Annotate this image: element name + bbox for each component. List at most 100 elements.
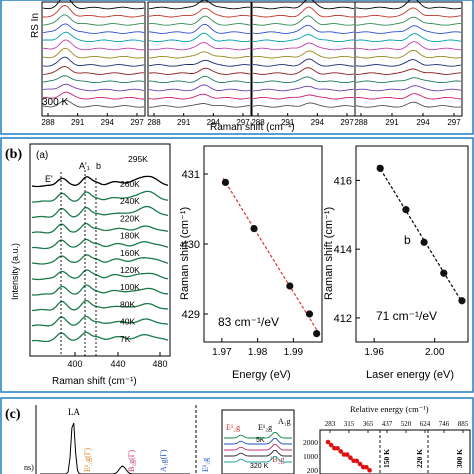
- energy-plot-data-point: [313, 330, 321, 338]
- temperature-label: 180K: [120, 231, 140, 241]
- temperature-spectrum-curve: [31, 205, 169, 219]
- panel-a-spectrum-curve: [42, 47, 145, 59]
- panel-a-spectrum-curve: [252, 24, 355, 34]
- panel-a-xtick-label: 291: [71, 118, 85, 127]
- panel-c-right-top-tick: 315: [344, 420, 355, 428]
- panel-a-spectrum-curve: [252, 67, 355, 75]
- temperature-spectrum-curve: [31, 269, 169, 281]
- panel-c-right-top-tick: 624: [420, 420, 431, 428]
- panel-b-right-annotation: 71 cm⁻¹/eV: [376, 309, 437, 323]
- panel-c-vertical-peak-label: E¹₂g: [201, 458, 210, 472]
- panel-c-right-data-point: [325, 439, 331, 445]
- panel-a-spectrum-curve: [42, 56, 145, 67]
- panel-c-label: (c): [5, 407, 21, 422]
- panel-a-spectrum-curve: [148, 15, 251, 26]
- panel-b-right-plot: 1.96 2.00 416 414 412: [334, 164, 466, 358]
- panel-c-right-ytick: 1000: [303, 452, 318, 461]
- panel-c-inset-curve: [224, 443, 292, 451]
- panel-a-xtick-label: 297: [447, 118, 461, 127]
- panel-a-spectrum-curve: [148, 0, 251, 10]
- panel-c-right-data-point: [348, 455, 353, 461]
- energy-plot-fit-line: [222, 177, 320, 334]
- panel-c-right-top-tick: 437: [382, 420, 393, 428]
- energy-plot-data-point: [221, 178, 230, 186]
- temperature-spectrum-curve: [31, 254, 169, 265]
- panel-c-vertical-peak-label: E¹₂g(Γ): [83, 448, 92, 472]
- peak-label-a1-prime: A'₁: [79, 161, 90, 171]
- panel-a-subplot-frame: [354, 1, 463, 117]
- panel-a-spectrum-curve: [42, 75, 145, 84]
- panel-b-sub-a-label: (a): [36, 150, 48, 161]
- panel-b-label: (b): [5, 147, 22, 162]
- panel-a-spectrum-curve: [43, 91, 144, 100]
- panel-b-xticks-a: 400 440 480: [67, 352, 168, 369]
- panel-c-inset-curve: [224, 437, 292, 445]
- panel-c-right-data-point: [364, 464, 369, 470]
- panel-c-right-data-point: [338, 449, 344, 454]
- panel-c-right-data-point: [344, 452, 350, 457]
- energy-plot-xtick-label: 1.97: [212, 347, 232, 358]
- panel-a-temp-label: 300 K: [42, 97, 68, 108]
- panel-a-spectrum-curve: [42, 83, 145, 92]
- panel-c-right-temp-label: 150 K: [382, 449, 391, 468]
- panel-c-right-data-point: [328, 442, 334, 448]
- temperature-spectrum-curve: [31, 299, 169, 312]
- panel-a-spectrum-curve: [42, 23, 145, 34]
- panel-a-spectrum-curve: [355, 77, 462, 84]
- laser-energy-plot-data-point: [458, 297, 466, 305]
- panel-a-spectrum-curve: [355, 49, 462, 59]
- energy-plot-ytick-label: 429: [182, 309, 200, 321]
- panel-c-right-data-point: [360, 464, 366, 470]
- panel-c-right-plot: Relative energy (cm⁻¹) 283 315 365 437 520 624…: [303, 404, 471, 474]
- panel-a-spectrum-curve: [355, 0, 462, 10]
- panel-a-xtick-label: 297: [340, 118, 354, 127]
- panel-a-xtick-label: 294: [416, 118, 430, 127]
- panel-c-right-temp-label: 220 K: [415, 449, 424, 468]
- energy-plot-ytick-label: 430: [182, 239, 200, 251]
- temperature-label: 120K: [120, 265, 140, 275]
- temperature-spectrum-curve: [31, 315, 169, 327]
- laser-energy-plot-ytick-label: 412: [334, 313, 352, 325]
- panel-a-xtick-label: 291: [385, 118, 399, 127]
- laser-energy-plot-ytick-label: 416: [334, 175, 352, 187]
- panel-a-spectrum-curve: [355, 33, 462, 43]
- energy-plot-data-point: [286, 282, 294, 290]
- temperature-label: 40K: [120, 317, 135, 327]
- peak-label-b: b: [96, 161, 101, 171]
- panel-c-right-axes: [319, 429, 471, 474]
- panel-b-right-ylabel: Raman shift (cm⁻¹): [323, 207, 335, 300]
- panel-b-spectra-axes: [29, 143, 171, 357]
- panel-a-spectrum-curve: [148, 67, 251, 75]
- panel-c-frame: [0, 397, 474, 474]
- temperature-label: 260K: [120, 179, 140, 189]
- panel-c-inset-peak: A₁g: [278, 417, 291, 426]
- panel-c-inset-curve: [224, 431, 292, 439]
- panel-a-spectrum-curve: [252, 15, 355, 26]
- panel-a-spectrum-curve: [148, 51, 250, 59]
- temperature-label: 7K: [120, 334, 131, 344]
- panel-a-spectrum-curve: [148, 23, 250, 34]
- panel-c-temp-label: 320 K: [250, 463, 269, 470]
- panel-a-spectrum-curve: [252, 58, 354, 67]
- panel-a-spectrum-curve: [355, 7, 462, 18]
- temperature-label: 295K: [128, 154, 148, 164]
- panel-b-mid-ylabel: Raman shift (cm⁻¹): [179, 207, 191, 300]
- panel-a-spectrum-curve: [252, 76, 355, 84]
- panel-a-spectrum-curve: [148, 7, 251, 18]
- panel-b-temperature-spectra: [31, 170, 169, 356]
- panel-b-right-series-label: b: [404, 233, 411, 247]
- panel-c-right-top-tick: 746: [439, 420, 450, 428]
- panel-a-spectrum-curve: [252, 0, 355, 10]
- panel-a-spectrum-curve: [252, 6, 354, 18]
- laser-energy-plot-ytick-label: 414: [334, 244, 352, 256]
- panel-c-inset-peak: ¹B₂g: [270, 455, 285, 464]
- panel-b-mid-annotation: 83 cm⁻¹/eV: [218, 315, 279, 329]
- panel-a-xlabel: Raman shift (cm⁻¹): [210, 122, 295, 133]
- panel-b-right-axes: [355, 145, 469, 343]
- temperature-label: 160K: [120, 248, 140, 258]
- panel-c-right-title: Relative energy (cm⁻¹): [350, 404, 429, 414]
- panel-b-a-xtick-label: 440: [110, 359, 125, 369]
- panel-a-spectrum-curve: [252, 34, 354, 43]
- panel-a-spectrum-curve: [42, 4, 145, 18]
